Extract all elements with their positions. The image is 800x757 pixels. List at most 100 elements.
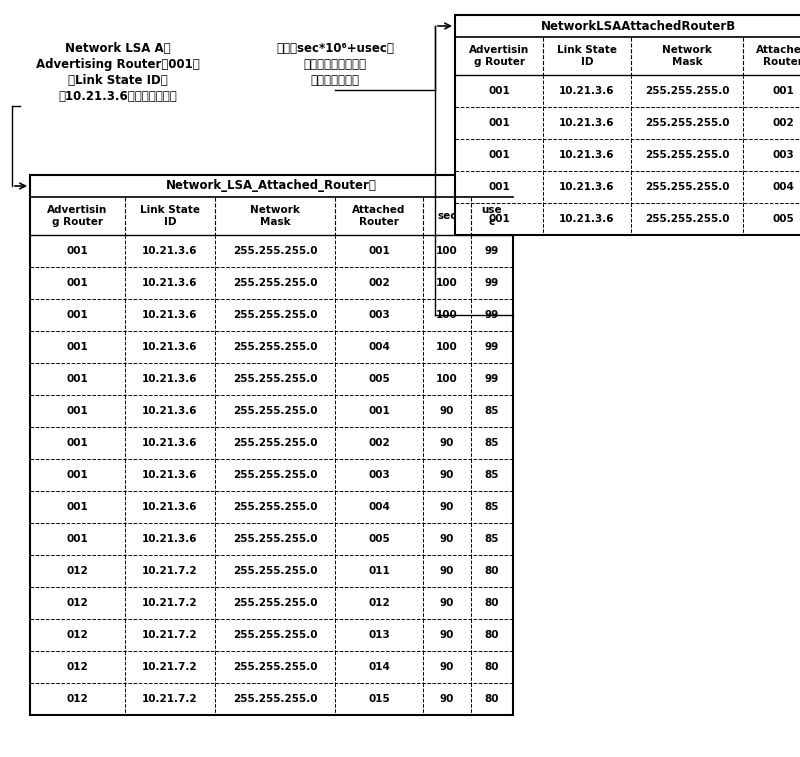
Text: Link State
ID: Link State ID: [140, 205, 200, 227]
Text: 255.255.255.0: 255.255.255.0: [233, 534, 318, 544]
Text: （10.21.3.6）为关键字检索: （10.21.3.6）为关键字检索: [58, 90, 178, 103]
Text: 003: 003: [368, 310, 390, 320]
Text: 85: 85: [485, 406, 499, 416]
Text: 002: 002: [368, 278, 390, 288]
Text: 012: 012: [66, 630, 88, 640]
Text: 001: 001: [66, 374, 88, 384]
Text: 011: 011: [368, 566, 390, 576]
Bar: [455, 15, 800, 235]
Text: 255.255.255.0: 255.255.255.0: [233, 598, 318, 608]
Text: 255.255.255.0: 255.255.255.0: [233, 694, 318, 704]
Text: 10.21.3.6: 10.21.3.6: [559, 150, 614, 160]
Text: 90: 90: [440, 470, 454, 480]
Text: 005: 005: [368, 534, 390, 544]
Text: 10.21.3.6: 10.21.3.6: [142, 470, 198, 480]
Text: 10.21.3.6: 10.21.3.6: [142, 438, 198, 448]
Text: 255.255.255.0: 255.255.255.0: [233, 406, 318, 416]
Text: 001: 001: [66, 246, 88, 256]
Text: 013: 013: [368, 630, 390, 640]
Text: 255.255.255.0: 255.255.255.0: [233, 502, 318, 512]
Text: 255.255.255.0: 255.255.255.0: [233, 470, 318, 480]
Text: 255.255.255.0: 255.255.255.0: [645, 150, 730, 160]
Text: 001: 001: [488, 118, 510, 128]
Text: 10.21.3.6: 10.21.3.6: [142, 534, 198, 544]
Text: 99: 99: [485, 342, 499, 352]
Text: Advertisin
g Router: Advertisin g Router: [47, 205, 108, 227]
Text: 001: 001: [488, 182, 510, 192]
Text: 10.21.7.2: 10.21.7.2: [142, 694, 198, 704]
Text: 添加到暂存文件: 添加到暂存文件: [310, 74, 359, 87]
Text: 100: 100: [436, 342, 458, 352]
Text: 85: 85: [485, 502, 499, 512]
Text: 255.255.255.0: 255.255.255.0: [645, 214, 730, 224]
Text: 002: 002: [368, 438, 390, 448]
Text: sec: sec: [438, 211, 457, 221]
Text: 001: 001: [368, 406, 390, 416]
Text: 90: 90: [440, 630, 454, 640]
Text: 和Link State ID域: 和Link State ID域: [68, 74, 168, 87]
Text: 001: 001: [66, 342, 88, 352]
Text: 012: 012: [66, 566, 88, 576]
Text: Link State
ID: Link State ID: [557, 45, 617, 67]
Text: 10.21.3.6: 10.21.3.6: [142, 502, 198, 512]
Text: Attached
Router: Attached Router: [756, 45, 800, 67]
Text: 10.21.3.6: 10.21.3.6: [142, 310, 198, 320]
Text: 80: 80: [485, 598, 499, 608]
Text: 001: 001: [488, 214, 510, 224]
Text: 001: 001: [66, 534, 88, 544]
Text: 10.21.7.2: 10.21.7.2: [142, 598, 198, 608]
Text: 100: 100: [436, 374, 458, 384]
Text: use
c: use c: [482, 205, 502, 227]
Text: 255.255.255.0: 255.255.255.0: [233, 662, 318, 672]
Text: 10.21.3.6: 10.21.3.6: [142, 246, 198, 256]
Text: 001: 001: [66, 310, 88, 320]
Text: 255.255.255.0: 255.255.255.0: [233, 310, 318, 320]
Text: 255.255.255.0: 255.255.255.0: [233, 566, 318, 576]
Text: 012: 012: [66, 694, 88, 704]
Text: 255.255.255.0: 255.255.255.0: [645, 86, 730, 96]
Text: Network LSA A的: Network LSA A的: [65, 42, 171, 55]
Text: 90: 90: [440, 534, 454, 544]
Text: 99: 99: [485, 310, 499, 320]
Text: 90: 90: [440, 502, 454, 512]
Text: 100: 100: [436, 246, 458, 256]
Text: 014: 014: [368, 662, 390, 672]
Text: 255.255.255.0: 255.255.255.0: [233, 374, 318, 384]
Text: 99: 99: [485, 278, 499, 288]
Text: 90: 90: [440, 438, 454, 448]
Text: 10.21.7.2: 10.21.7.2: [142, 630, 198, 640]
Text: 012: 012: [66, 598, 88, 608]
Text: 100: 100: [436, 278, 458, 288]
Text: 004: 004: [368, 502, 390, 512]
Text: 100: 100: [436, 310, 458, 320]
Text: 012: 012: [368, 598, 390, 608]
Text: 255.255.255.0: 255.255.255.0: [233, 342, 318, 352]
Text: 255.255.255.0: 255.255.255.0: [645, 118, 730, 128]
Text: 001: 001: [66, 406, 88, 416]
Text: 255.255.255.0: 255.255.255.0: [233, 438, 318, 448]
Text: 85: 85: [485, 534, 499, 544]
Text: 90: 90: [440, 566, 454, 576]
Text: NetworkLSAAttachedRouterB: NetworkLSAAttachedRouterB: [542, 20, 737, 33]
Text: 99: 99: [485, 374, 499, 384]
Text: 80: 80: [485, 566, 499, 576]
Text: 005: 005: [368, 374, 390, 384]
Text: 10.21.3.6: 10.21.3.6: [142, 342, 198, 352]
Text: Attached
Router: Attached Router: [352, 205, 406, 227]
Text: 015: 015: [368, 694, 390, 704]
Text: 255.255.255.0: 255.255.255.0: [233, 630, 318, 640]
Text: 85: 85: [485, 438, 499, 448]
Text: 003: 003: [368, 470, 390, 480]
Text: 90: 90: [440, 694, 454, 704]
Text: 001: 001: [488, 150, 510, 160]
Text: Network_LSA_Attached_Router表: Network_LSA_Attached_Router表: [166, 179, 377, 192]
Text: 001: 001: [488, 86, 510, 96]
Text: 004: 004: [368, 342, 390, 352]
Text: 10.21.3.6: 10.21.3.6: [142, 278, 198, 288]
Text: 001: 001: [66, 470, 88, 480]
Text: 80: 80: [485, 630, 499, 640]
Text: 10.21.3.6: 10.21.3.6: [559, 182, 614, 192]
Text: 10.21.3.6: 10.21.3.6: [559, 118, 614, 128]
Text: 003: 003: [772, 150, 794, 160]
Text: 255.255.255.0: 255.255.255.0: [233, 278, 318, 288]
